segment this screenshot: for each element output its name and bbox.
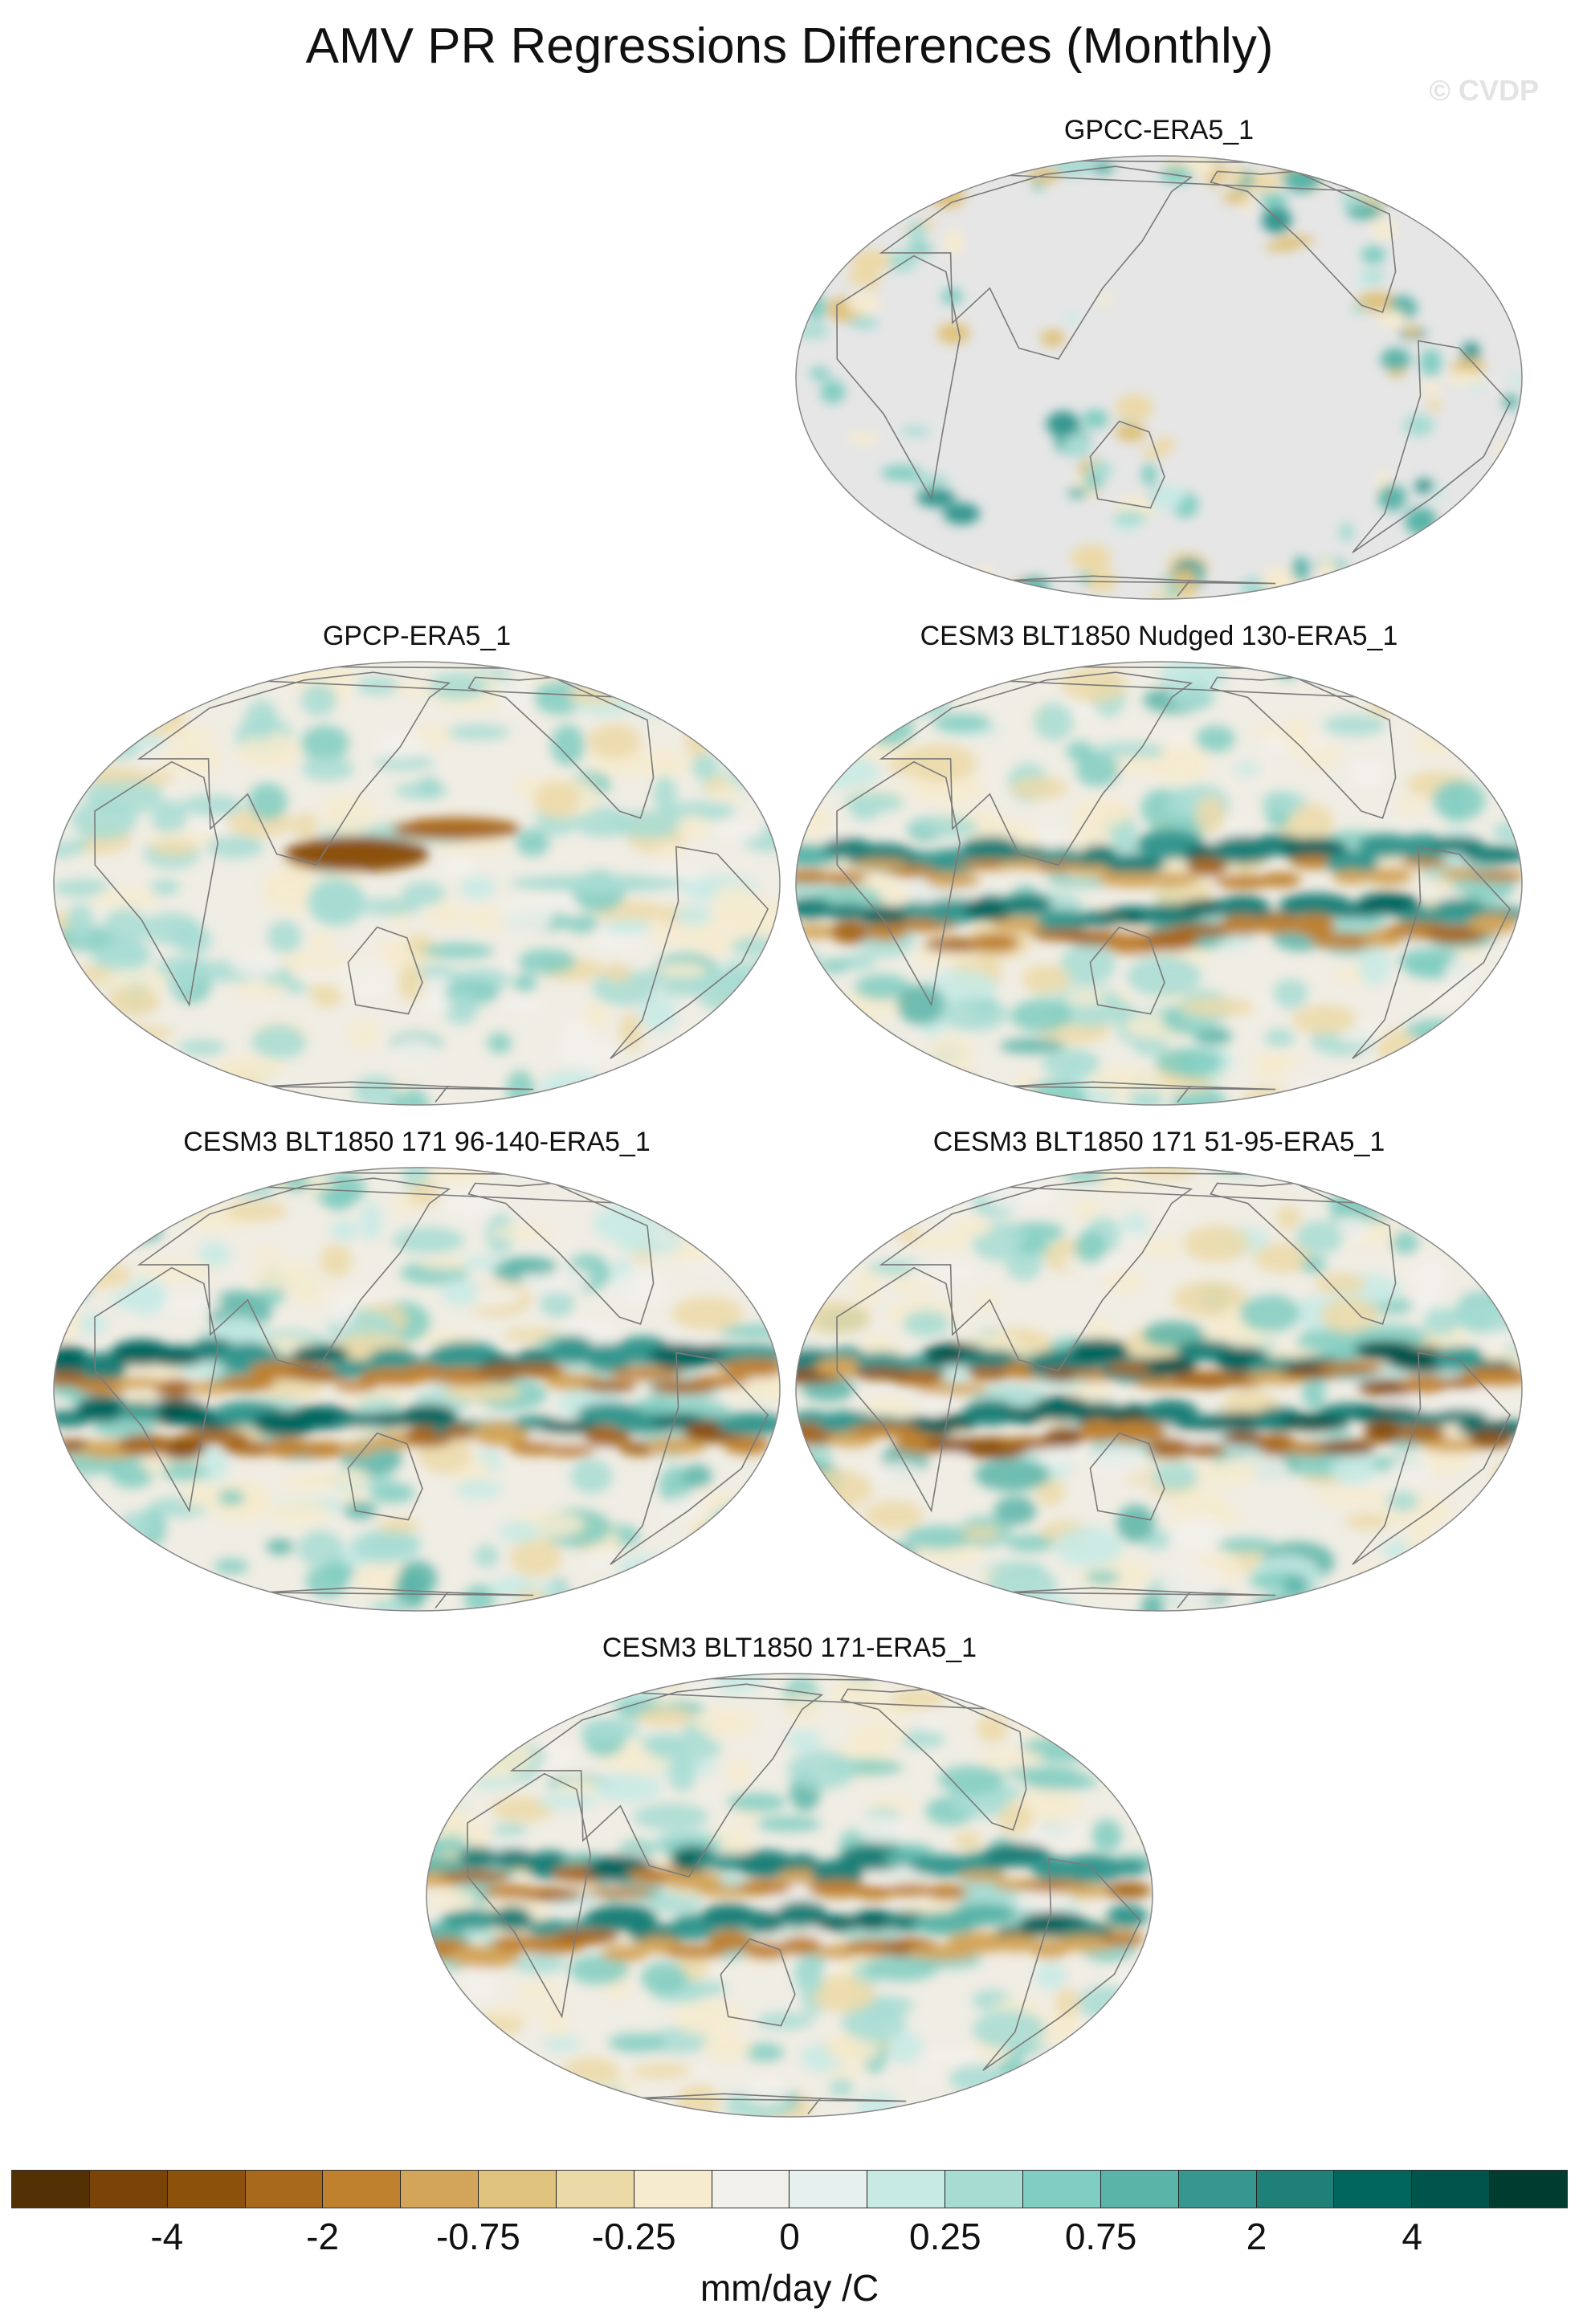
panel-title: CESM3 BLT1850 171-ERA5_1 [602, 1633, 977, 1663]
coastline-south-america [1352, 846, 1512, 1059]
coastline-eurasia [879, 1177, 1193, 1372]
colorbar-swatch [479, 2171, 557, 2208]
map-panel-171-51-95: CESM3 BLT1850 171 51-95-ERA5_1 [794, 1126, 1524, 1624]
coastline-eurasia [879, 165, 1193, 361]
colorbar-tick-label: -0.25 [591, 2216, 676, 2257]
coastline-africa [836, 1266, 961, 1513]
coastline-eurasia [137, 671, 451, 866]
map-panel-171-96-140: CESM3 BLT1850 171 96-140-ERA5_1 [51, 1126, 782, 1624]
map-panel-171: CESM3 BLT1850 171-ERA5_1 [424, 1632, 1155, 2130]
coastline-north-america [1210, 676, 1397, 819]
map-panel-nudged-130: CESM3 BLT1850 Nudged 130-ERA5_1 [794, 620, 1524, 1118]
coastline-antarctica [1005, 1587, 1276, 1608]
coastline-north-america [1210, 170, 1397, 313]
colorbar-swatch [1178, 2171, 1257, 2208]
coastline-south-america [1352, 1352, 1512, 1565]
coastline-antarctica [635, 2093, 907, 2114]
coastline-north-america [1210, 1182, 1397, 1325]
colorbar-swatch [1256, 2171, 1335, 2208]
coastline-australia [1089, 1432, 1165, 1521]
colorbar-swatch [712, 2171, 790, 2208]
coastline-australia [347, 1432, 423, 1521]
coastline-south-america [610, 1352, 769, 1565]
colorbar-swatch [245, 2171, 324, 2208]
coastline-antarctica [1005, 575, 1276, 597]
colorbar-swatch [1100, 2171, 1179, 2208]
world-map [53, 661, 781, 1106]
coastline-africa [836, 255, 961, 501]
coastline-north-america [467, 1182, 655, 1325]
colorbar-tick-label: -0.75 [435, 2216, 520, 2257]
colorbar-swatch [634, 2171, 712, 2208]
map-boundary [795, 1167, 1523, 1612]
colorbar-swatch [167, 2171, 246, 2208]
colorbar-units: mm/day /C [700, 2267, 879, 2309]
coastline-south-america [1352, 340, 1512, 553]
panel-title: CESM3 BLT1850 171 51-95-ERA5_1 [932, 1127, 1385, 1157]
coastline-africa [94, 1266, 219, 1513]
world-map [53, 1167, 781, 1612]
map-panel-gpcc: GPCC-ERA5_1 [794, 114, 1524, 612]
coastline-eurasia [509, 1683, 824, 1878]
colorbar-swatch [1412, 2171, 1491, 2208]
map-panel-gpcp: GPCP-ERA5_1 [51, 620, 782, 1118]
colorbar-tick-label: 0.75 [1064, 2216, 1137, 2257]
coastline-antarctica [263, 1587, 534, 1608]
colorbar-swatch [89, 2171, 168, 2208]
map-boundary [426, 1673, 1153, 2118]
colorbar-swatch [790, 2171, 868, 2208]
world-map [795, 1167, 1523, 1612]
colorbar-swatch [1490, 2171, 1567, 2208]
colorbar-swatch [12, 2171, 90, 2208]
colorbar-swatch [945, 2171, 1023, 2208]
colorbar-swatch [556, 2171, 634, 2208]
colorbar-tick-label: -4 [150, 2216, 184, 2257]
colorbar-tick-label: 0.25 [909, 2216, 981, 2257]
cvdp-watermark: © CVDP [1429, 74, 1539, 107]
world-map [795, 155, 1523, 600]
map-boundary [53, 661, 781, 1106]
colorbar-tick-label: -2 [306, 2216, 340, 2257]
coastline-africa [94, 760, 219, 1007]
coastline-australia [1089, 926, 1165, 1015]
coastline-south-america [610, 846, 769, 1059]
map-boundary [53, 1167, 781, 1612]
map-boundary [795, 155, 1523, 600]
coastline-australia [720, 1938, 796, 2027]
coastline-africa [467, 1772, 592, 2019]
world-map [795, 661, 1523, 1106]
coastline-antarctica [1005, 1081, 1276, 1103]
colorbar-tick-label: 0 [779, 2216, 800, 2257]
colorbar-swatch [401, 2171, 479, 2208]
panel-title: GPCC-ERA5_1 [1063, 115, 1255, 145]
coastline-eurasia [137, 1177, 451, 1372]
colorbar-swatches [11, 2170, 1568, 2208]
coastline-south-america [982, 1857, 1142, 2071]
colorbar-tick-label: 4 [1402, 2216, 1422, 2257]
coastline-antarctica [263, 1081, 534, 1103]
coastline-north-america [467, 676, 655, 819]
map-boundary [795, 661, 1523, 1106]
coastline-australia [1089, 420, 1165, 509]
coastline-eurasia [879, 671, 1193, 866]
coastline-north-america [840, 1688, 1027, 1831]
world-map [426, 1673, 1153, 2118]
coastline-australia [347, 926, 423, 1015]
colorbar-swatch [1334, 2171, 1413, 2208]
colorbar-swatch [1022, 2171, 1101, 2208]
colorbar-swatch [867, 2171, 946, 2208]
panel-title: CESM3 BLT1850 Nudged 130-ERA5_1 [920, 621, 1398, 651]
colorbar: -4 -2 -0.75 -0.25 0 0.25 0.75 2 4 [11, 2170, 1568, 2257]
colorbar-ticks: -4 -2 -0.75 -0.25 0 0.25 0.75 2 4 [11, 2208, 1568, 2257]
colorbar-swatch [323, 2171, 402, 2208]
panel-title: GPCP-ERA5_1 [322, 621, 512, 651]
coastline-africa [836, 760, 961, 1007]
colorbar-tick-label: 2 [1246, 2216, 1267, 2257]
panel-title: CESM3 BLT1850 171 96-140-ERA5_1 [183, 1127, 651, 1157]
figure-title: AMV PR Regressions Differences (Monthly) [305, 18, 1274, 74]
